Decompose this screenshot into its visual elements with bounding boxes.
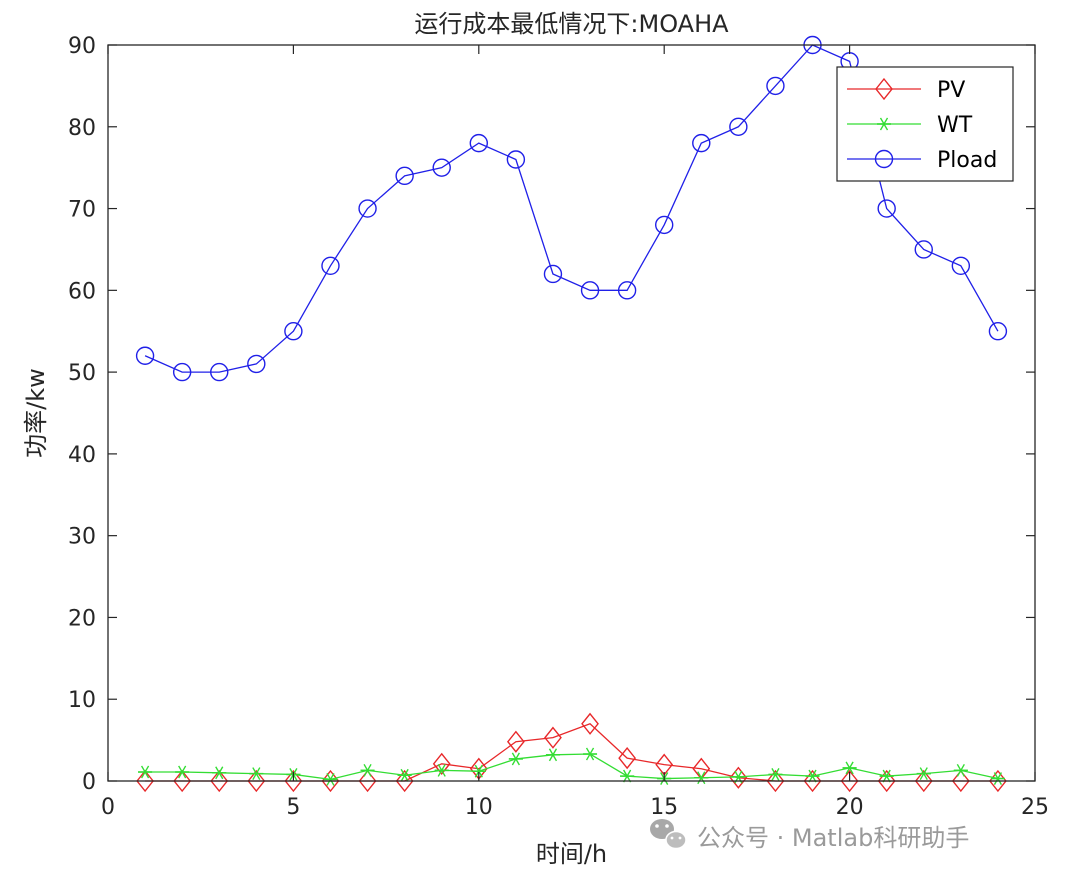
data-point-pv [247,769,266,793]
data-point-wt [768,768,783,781]
data-point-wt [434,763,449,777]
data-point-pload [506,150,526,169]
y-tick-label: 50 [68,361,96,386]
data-point-pload [432,158,451,177]
data-point-pload [247,354,266,374]
y-tick-label: 40 [68,443,96,468]
data-point-wt [620,769,635,783]
data-point-wt [842,761,857,775]
x-tick-label: 10 [465,795,493,820]
data-point-pv [766,769,785,793]
y-tick-label: 0 [82,770,96,795]
watermark-text: 公众号 · Matlab科研助手 [697,824,969,852]
data-point-pload [655,215,674,235]
x-tick-label: 25 [1021,795,1049,820]
data-point-wt [879,769,894,783]
data-point-pv [951,769,970,793]
data-point-pload [877,199,896,218]
y-tick-label: 80 [68,116,96,141]
data-point-pload [692,133,711,153]
data-point-pv [136,769,154,793]
series-line-wt [145,753,999,781]
data-point-pload [617,281,637,300]
data-point-wt [360,763,375,777]
data-point-wt [805,769,820,783]
data-point-pload [766,76,785,96]
y-tick-label: 90 [68,34,96,59]
data-point-pv [840,769,859,793]
data-point-pv [914,769,933,793]
data-point-wt [249,767,264,781]
data-point-pv [395,769,414,793]
axes-box [107,44,1036,782]
data-point-wt [583,747,598,761]
ticks: 0 5 10 15 20 25 0 10 20 30 40 50 60 70 80 90 [68,34,1049,820]
legend: PV WT Pload [836,66,1014,182]
data-point-pload [321,256,340,275]
data-point-pv [432,752,451,775]
data-point-pv [506,730,525,753]
data-point-wt [175,765,190,779]
legend-label: WT [937,113,973,138]
plot-marks [135,35,1008,793]
data-point-pload [988,322,1008,341]
data-point-wt [323,772,338,786]
x-tick-label: 0 [101,795,115,820]
data-point-pload [395,166,414,186]
legend-entry-wt: WT [847,113,973,138]
data-point-pload [951,256,971,275]
legend-label: PV [937,78,965,103]
data-point-pload [358,199,377,218]
data-point-pv [210,769,229,793]
data-point-wt [138,765,153,779]
data-point-wt [545,748,560,762]
data-point-pload [914,240,933,259]
data-point-pload [284,322,303,341]
x-tick-label: 15 [650,795,678,820]
data-point-wt [212,766,227,780]
x-tick-label: 5 [286,795,300,820]
data-point-pload [135,346,155,365]
data-point-pv [729,766,748,789]
x-axis-label: 时间/h [536,840,607,868]
data-point-pv [877,769,896,793]
data-point-wt [953,763,968,777]
data-point-wt [397,768,412,782]
legend-marker [877,117,891,131]
data-point-pload [469,133,488,153]
data-point-pload [580,281,600,300]
data-point-pload [543,264,563,284]
legend-entry-pv: PV [847,77,965,103]
legend-entry-pload: Pload [847,148,997,173]
data-point-pload [210,362,229,382]
wechat-icon [650,819,687,850]
y-tick-label: 20 [68,606,96,631]
data-point-wt [471,764,486,778]
data-point-pv [358,769,377,793]
data-point-pv [803,769,822,793]
y-axis-label: 功率/kw [22,368,50,458]
legend-label: Pload [937,148,997,173]
legend-marker [874,149,894,169]
data-point-pload [729,117,748,136]
data-point-wt [916,767,931,781]
data-point-pv [581,712,599,735]
legend-marker [875,77,893,101]
watermark: 公众号 · Matlab科研助手 [650,819,969,852]
data-point-wt [508,752,523,766]
data-point-wt [990,772,1005,785]
data-point-pv [544,726,562,749]
y-tick-label: 60 [68,279,96,304]
chart-title: 运行成本最低情况下:MOAHA [414,10,729,38]
y-tick-label: 30 [68,525,96,550]
y-tick-label: 70 [68,198,96,223]
data-point-pv [618,746,637,770]
y-tick-label: 10 [68,688,96,713]
x-tick-label: 20 [836,795,864,820]
data-point-pv [284,769,303,793]
data-point-pv [173,769,192,793]
data-point-pload [172,362,192,382]
data-point-wt [694,771,709,785]
